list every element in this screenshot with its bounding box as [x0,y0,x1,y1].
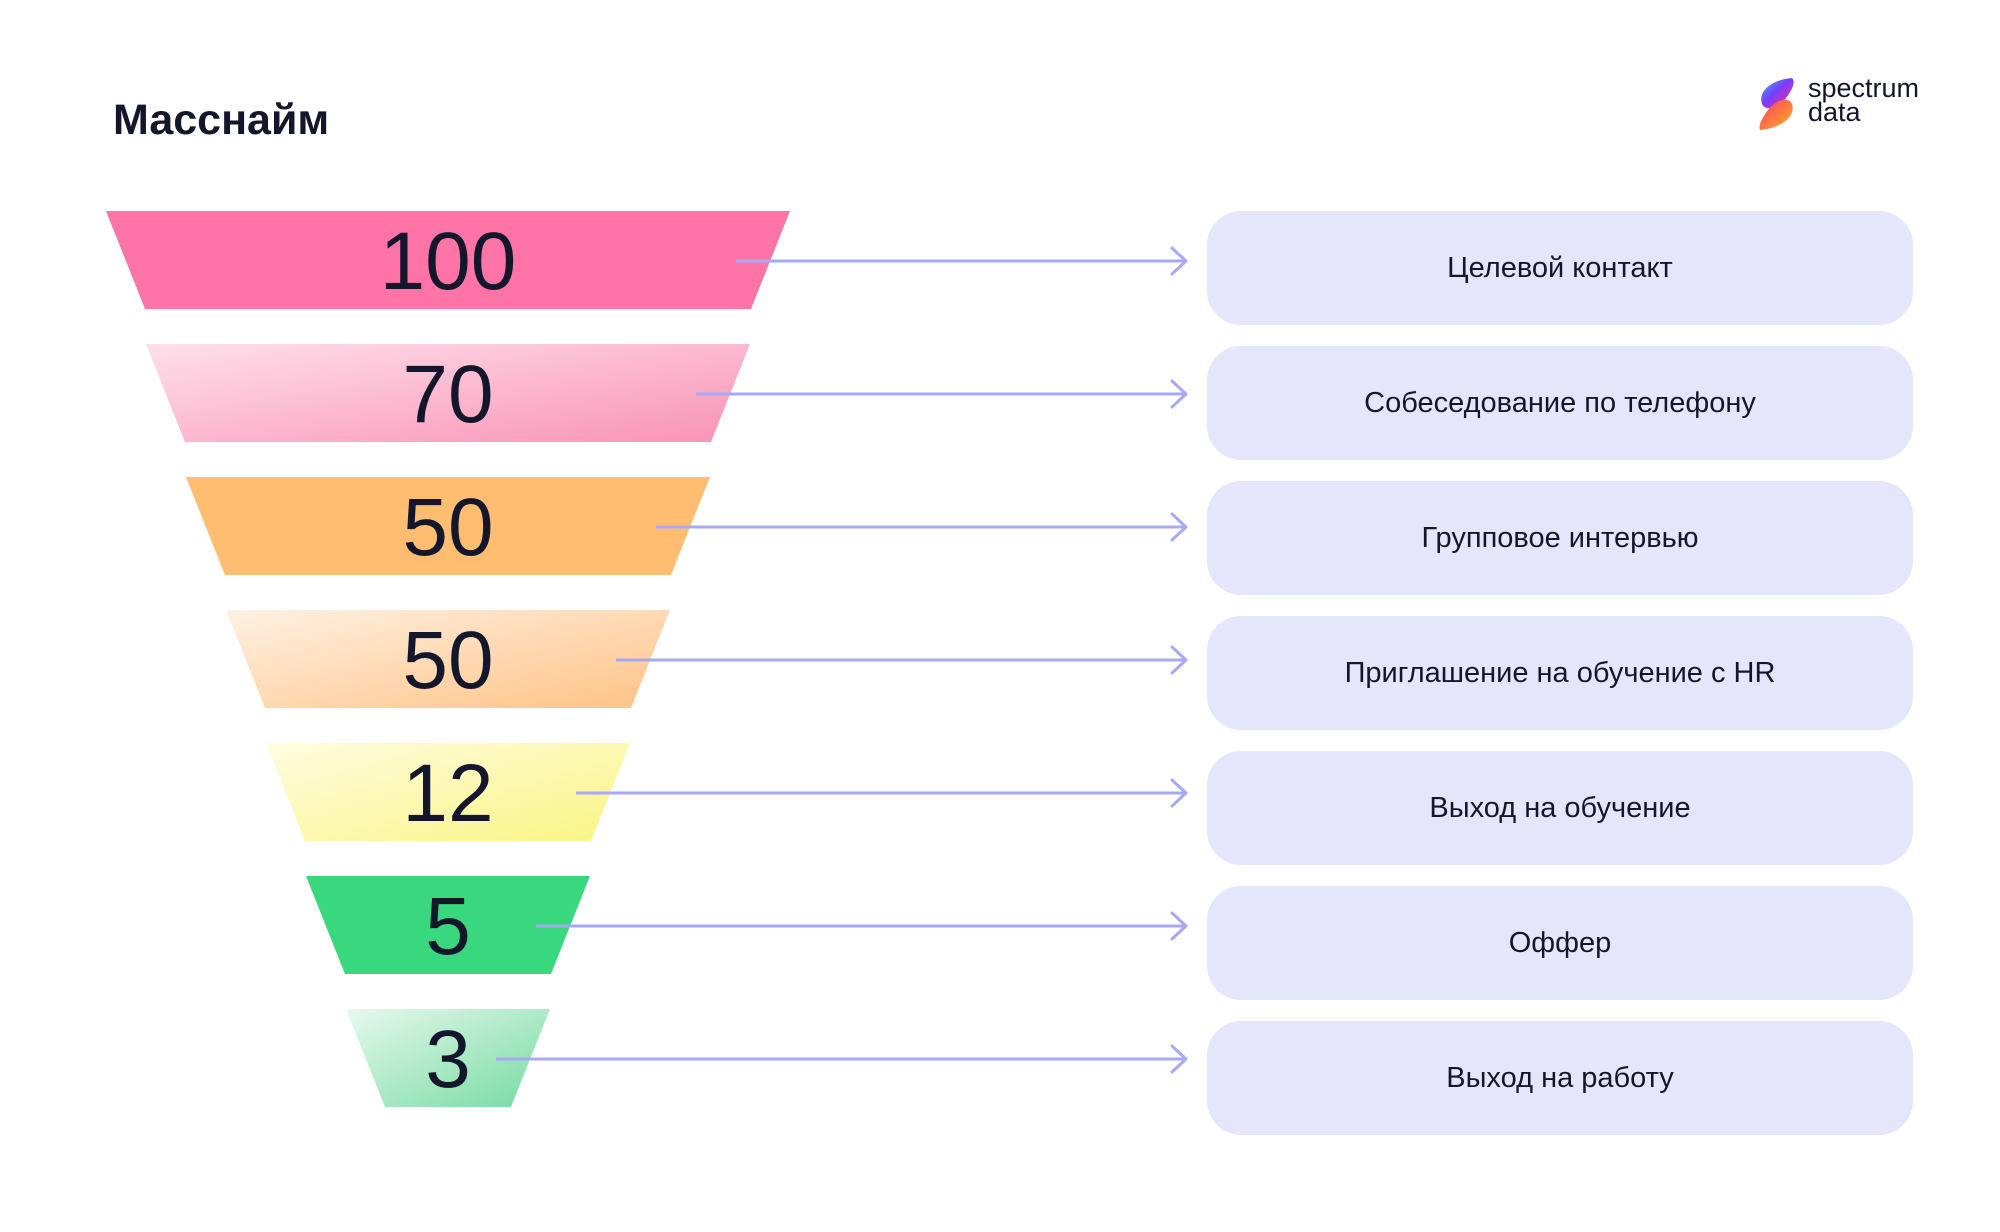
funnel-layer-7 [346,1009,550,1107]
connector-arrow-7 [496,1044,1188,1074]
stage-label-3: Групповое интервью [1421,521,1699,554]
stage-card-7: Выход на работу [1207,1021,1913,1135]
funnel-layer-2 [146,344,750,442]
stage-label-1: Целевой контакт [1447,251,1673,284]
connector-arrow-1 [736,246,1188,276]
stage-label-6: Оффер [1508,926,1612,959]
funnel-layer-1 [106,211,790,309]
funnel-value-1: 100 [380,216,517,307]
stage-card-4: Приглашение на обучение с HR [1207,616,1913,730]
connector-arrow-4 [616,645,1188,675]
page-title: Масснайм [113,96,330,144]
stage-label-2: Собеседование по телефону [1364,386,1756,419]
connector-arrow-6 [536,911,1188,941]
connector-arrow-5 [576,778,1188,808]
logo-text-line2: data [1808,97,1861,127]
stage-card-1: Целевой контакт [1207,211,1913,325]
funnel-value-4: 50 [402,615,493,706]
funnel-layer-3 [186,477,710,575]
funnel-value-7: 3 [425,1014,471,1105]
spectrum-logo-icon [1759,78,1794,130]
logo-text: spectrum data [1808,73,1920,127]
stage-label-4: Приглашение на обучение с HR [1344,656,1776,689]
logo-text-line1: spectrum [1808,73,1920,103]
funnel-value-5: 12 [402,748,493,839]
stage-card-5: Выход на обучение [1207,751,1913,865]
funnel-layer-6 [306,876,590,974]
stage-card-3: Групповое интервью [1207,481,1913,595]
funnel-layer-5 [266,743,630,841]
connector-arrow-3 [656,512,1188,542]
logo: spectrum data [1752,74,1932,134]
stage-label-5: Выход на обучение [1429,791,1691,824]
funnel-value-6: 5 [425,881,471,972]
stage-card-6: Оффер [1207,886,1913,1000]
connector-arrow-2 [696,379,1188,409]
funnel-layer-4 [226,610,670,708]
funnel-value-2: 70 [402,349,493,440]
stage-label-7: Выход на работу [1446,1061,1674,1094]
stage-card-2: Собеседование по телефону [1207,346,1913,460]
funnel-value-3: 50 [402,482,493,573]
